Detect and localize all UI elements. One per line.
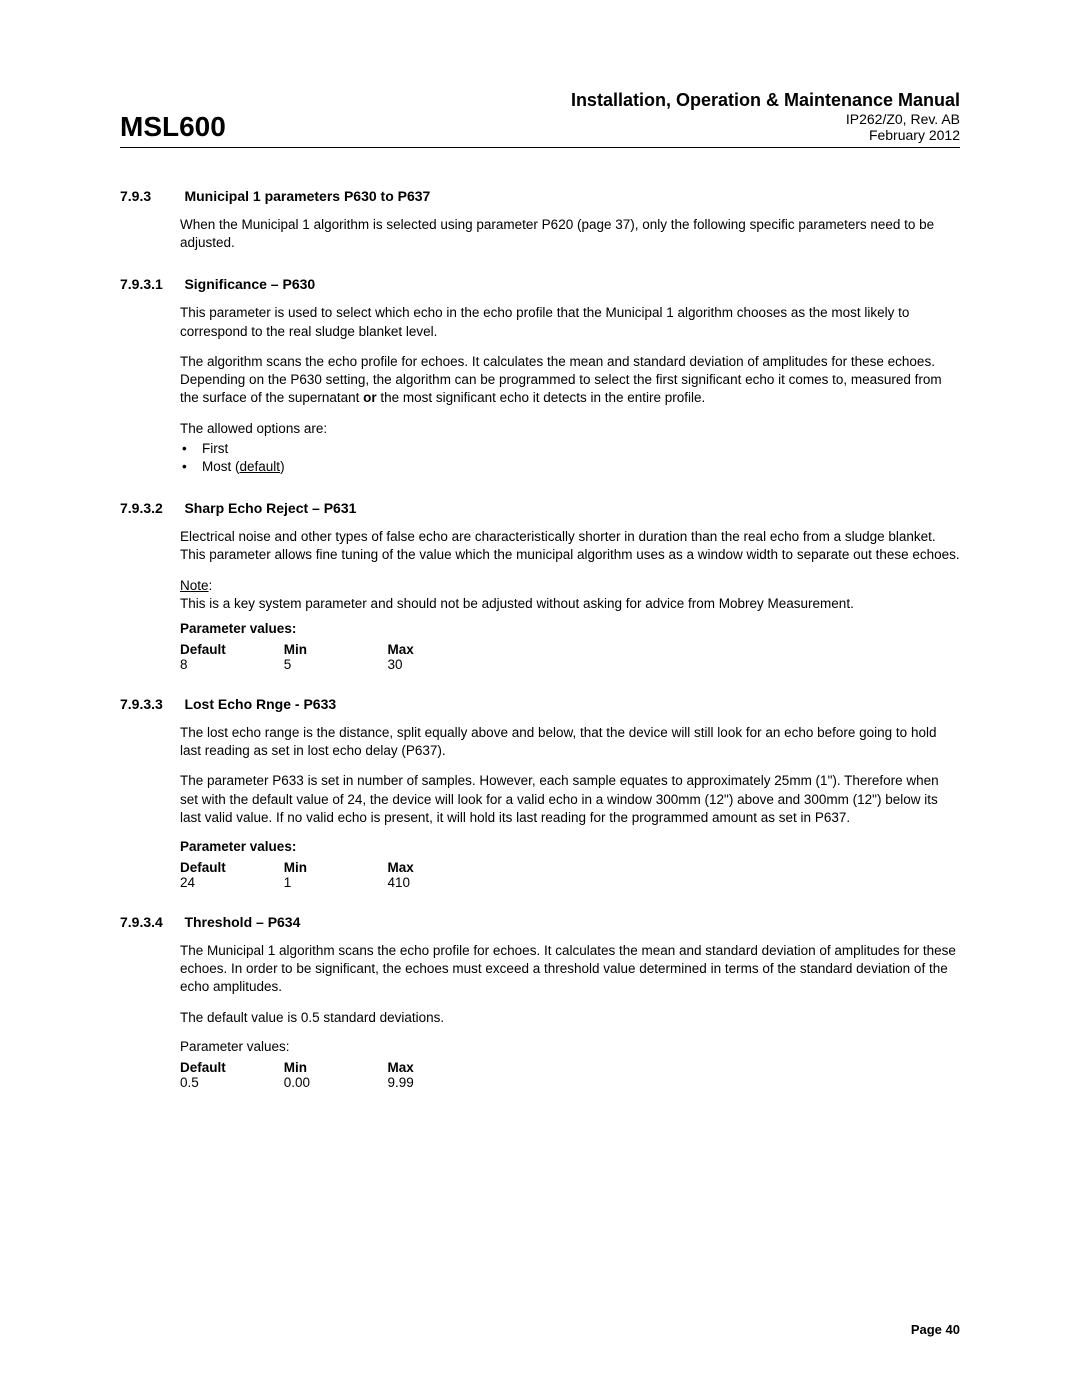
subsection-heading-7931: 7.9.3.1 Significance – P630 [120,276,960,294]
table-row: 8 5 30 [180,657,960,672]
options-list: • First • Most (default) [180,440,960,476]
option-first: First [202,440,228,458]
col-min: Min [284,642,384,657]
section-intro: When the Municipal 1 algorithm is select… [180,216,960,252]
col-max: Max [388,860,488,875]
val-min: 1 [284,875,384,890]
paragraph: Electrical noise and other types of fals… [180,528,960,564]
val-max: 30 [388,657,488,672]
page-number: Page 40 [911,1322,960,1337]
subsection-title: Lost Echo Rnge - P633 [184,696,336,712]
subsection-number: 7.9.3.4 [120,914,180,930]
col-max: Max [388,642,488,657]
paragraph: The algorithm scans the echo profile for… [180,353,960,408]
document-date: February 2012 [571,127,960,143]
bold-or: or [363,390,377,405]
table-header-row: Default Min Max [180,642,960,657]
section-title: Municipal 1 parameters P630 to P637 [184,188,430,204]
note-block: Note: [120,577,960,595]
val-min: 0.00 [284,1075,384,1090]
val-min: 5 [284,657,384,672]
parameter-values-label: Parameter values: [180,621,960,636]
manual-title: Installation, Operation & Maintenance Ma… [571,90,960,111]
parameter-table-7934: Default Min Max 0.5 0.00 9.99 [180,1060,960,1090]
page-header: MSL600 Installation, Operation & Mainten… [120,90,960,148]
subsection-heading-7932: 7.9.3.2 Sharp Echo Reject – P631 [120,500,960,518]
col-min: Min [284,860,384,875]
paragraph: The lost echo range is the distance, spl… [180,724,960,760]
paragraph: The Municipal 1 algorithm scans the echo… [180,942,960,997]
subsection-number: 7.9.3.3 [120,696,180,712]
list-item: • Most (default) [180,458,960,476]
table-row: 24 1 410 [180,875,960,890]
parameter-table-7932: Default Min Max 8 5 30 [180,642,960,672]
paragraph: This parameter is used to select which e… [180,304,960,340]
col-max: Max [388,1060,488,1075]
parameter-values-label: Parameter values: [180,1039,960,1054]
bullet-icon: • [180,458,202,476]
document-id: IP262/Z0, Rev. AB [571,111,960,127]
paragraph-text: the most significant echo it detects in … [377,390,706,405]
section-heading-793: 7.9.3 Municipal 1 parameters P630 to P63… [120,188,960,206]
paragraph: The parameter P633 is set in number of s… [180,772,960,827]
list-item: • First [180,440,960,458]
subsection-title: Sharp Echo Reject – P631 [184,500,356,516]
table-row: 0.5 0.00 9.99 [180,1075,960,1090]
subsection-number: 7.9.3.1 [120,276,180,292]
document-page: MSL600 Installation, Operation & Mainten… [0,0,1080,1150]
options-label: The allowed options are: [180,420,960,438]
subsection-title: Significance – P630 [184,276,315,292]
col-default: Default [180,1060,280,1075]
default-underline: default [240,459,281,474]
val-max: 9.99 [388,1075,488,1090]
val-default: 8 [180,657,280,672]
col-default: Default [180,642,280,657]
header-right: Installation, Operation & Maintenance Ma… [571,90,960,143]
val-default: 0.5 [180,1075,280,1090]
subsection-heading-7934: 7.9.3.4 Threshold – P634 [120,914,960,932]
parameter-table-7933: Default Min Max 24 1 410 [180,860,960,890]
paragraph: The default value is 0.5 standard deviat… [180,1009,960,1027]
option-most: Most (default) [202,458,285,476]
val-default: 24 [180,875,280,890]
note-body: This is a key system parameter and shoul… [180,595,960,613]
val-max: 410 [388,875,488,890]
table-header-row: Default Min Max [180,860,960,875]
table-header-row: Default Min Max [180,1060,960,1075]
section-number: 7.9.3 [120,188,180,204]
parameter-values-label: Parameter values: [180,839,960,854]
subsection-title: Threshold – P634 [184,914,300,930]
subsection-number: 7.9.3.2 [120,500,180,516]
note-label: Note [180,578,209,593]
col-default: Default [180,860,280,875]
col-min: Min [284,1060,384,1075]
subsection-heading-7933: 7.9.3.3 Lost Echo Rnge - P633 [120,696,960,714]
bullet-icon: • [180,440,202,458]
product-name: MSL600 [120,111,226,143]
